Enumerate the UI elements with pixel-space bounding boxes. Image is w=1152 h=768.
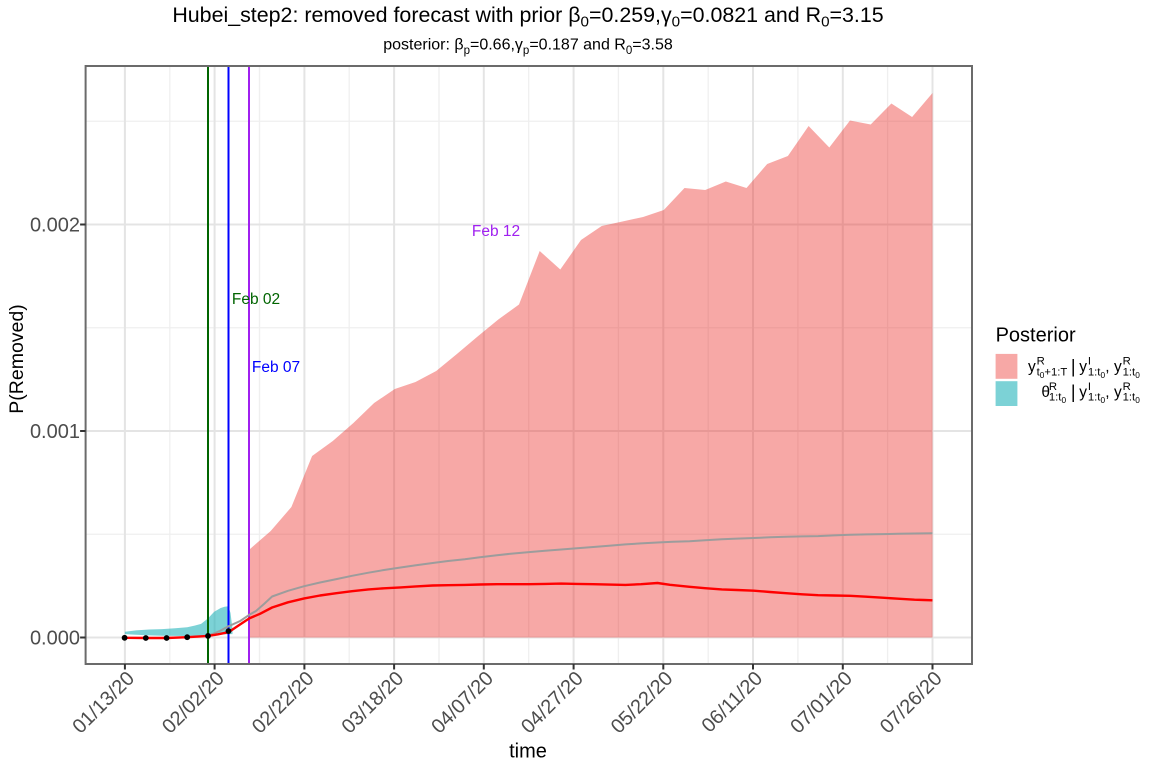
svg-text:y: y — [1114, 359, 1122, 376]
svg-text:0: 0 — [1135, 395, 1140, 405]
svg-text:R: R — [1123, 381, 1131, 393]
svg-text:R: R — [1037, 356, 1045, 368]
svg-text:1:t: 1:t — [1123, 392, 1136, 404]
svg-text:I: I — [1088, 381, 1091, 393]
svg-text:1:t: 1:t — [1088, 366, 1101, 378]
svg-text:θ: θ — [1041, 384, 1050, 401]
svg-text:,: , — [1105, 359, 1109, 376]
svg-text:posterior: βp​=0.66,γp​=0.187: posterior: βp​=0.66,γp​=0.187 and R0​=3.… — [383, 37, 673, 58]
svg-text:I: I — [1088, 356, 1091, 368]
svg-text:R: R — [1049, 381, 1057, 393]
svg-text:y: y — [1028, 359, 1036, 376]
svg-text:1:t: 1:t — [1049, 392, 1062, 404]
svg-text:0: 0 — [1062, 395, 1067, 405]
svg-text:1:t: 1:t — [1123, 366, 1136, 378]
svg-text:y: y — [1114, 384, 1122, 401]
svg-text:t: t — [1037, 366, 1041, 378]
svg-text:,: , — [1105, 384, 1109, 401]
svg-text:R: R — [1123, 356, 1131, 368]
svg-text:0: 0 — [1040, 370, 1045, 380]
svg-text:+1:T: +1:T — [1044, 366, 1067, 378]
svg-text:1:t: 1:t — [1088, 392, 1101, 404]
svg-text:Posterior: Posterior — [996, 325, 1076, 347]
svg-text:|: | — [1071, 382, 1076, 402]
svg-text:0: 0 — [1101, 370, 1106, 380]
svg-text:|: | — [1071, 357, 1076, 377]
svg-text:Feb 12: Feb 12 — [472, 223, 520, 240]
svg-text:y: y — [1079, 359, 1087, 376]
svg-text:0: 0 — [1101, 395, 1106, 405]
svg-text:0.000: 0.000 — [30, 628, 80, 650]
svg-text:time: time — [509, 741, 547, 763]
svg-text:0.001: 0.001 — [30, 421, 80, 443]
svg-text:0.002: 0.002 — [30, 215, 80, 237]
svg-text:y: y — [1079, 384, 1087, 401]
svg-text:Feb 02: Feb 02 — [232, 291, 280, 308]
svg-text:Hubei_step2: removed forecast: Hubei_step2: removed forecast with prior… — [172, 3, 883, 31]
svg-text:Feb 07: Feb 07 — [252, 359, 300, 376]
svg-text:P(Removed): P(Removed) — [6, 304, 28, 413]
svg-text:0: 0 — [1135, 370, 1140, 380]
